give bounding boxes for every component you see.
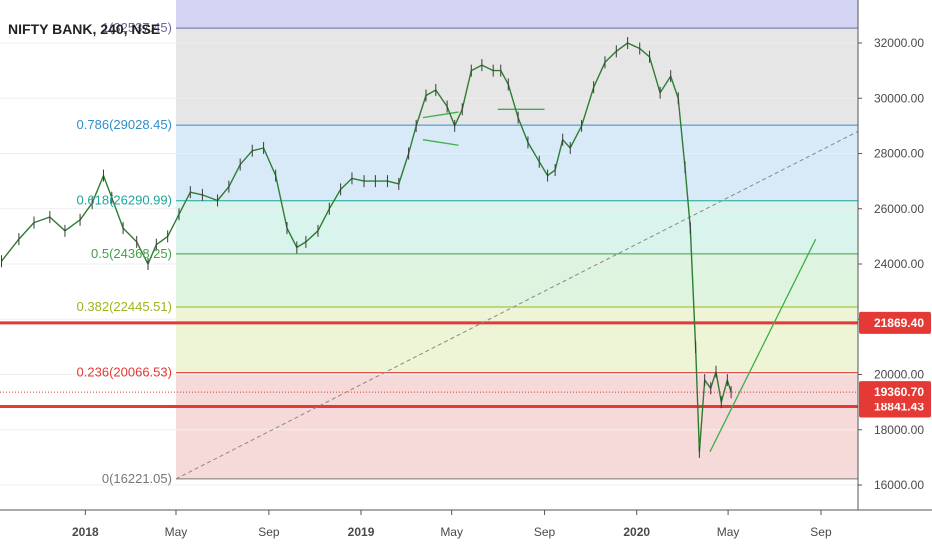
price-tick-label: 18000.00: [874, 423, 924, 437]
price-badge-label: 21869.40: [874, 316, 924, 330]
time-tick-label: 2018: [72, 525, 99, 539]
fib-level-label: 1(32537.45): [102, 20, 172, 35]
fib-band: [175, 200, 858, 254]
horizontal-levels: [0, 321, 858, 409]
fib-band: [175, 253, 858, 307]
price-tick-label: 20000.00: [874, 368, 924, 382]
trend-line: [709, 238, 817, 453]
fib-band: [175, 372, 858, 479]
trend-lines: [175, 108, 859, 480]
fib-band: [175, 125, 858, 201]
time-tick-label: May: [165, 525, 188, 539]
time-tick-label: Sep: [810, 525, 832, 539]
chart-title: NIFTY BANK, 240, NSE: [8, 21, 160, 37]
time-tick-label: Sep: [258, 525, 280, 539]
price-series: [0, 37, 732, 458]
time-tick-label: 2020: [623, 525, 650, 539]
price-tick-label: 24000.00: [874, 257, 924, 271]
price-tick-label: 30000.00: [874, 91, 924, 105]
price-badge-label: 19360.70: [874, 385, 924, 399]
trend-line: [175, 130, 859, 480]
fib-lines: [175, 27, 858, 480]
price-badge: [859, 381, 931, 404]
fib-level-label: 0(16221.05): [102, 471, 172, 486]
time-tick-label: May: [440, 525, 463, 539]
price-tick-label: 28000.00: [874, 147, 924, 161]
time-tick-label: 2019: [348, 525, 375, 539]
fib-level-label: 0.786(29028.45): [77, 117, 172, 132]
price-tick-label: 26000.00: [874, 202, 924, 216]
price-axis-bg: [858, 0, 932, 550]
time-tick-label: May: [717, 525, 740, 539]
price-tick-label: 32000.00: [874, 36, 924, 50]
time-axis-bg: [0, 510, 932, 550]
fib-level-label: 0.618(26290.99): [77, 193, 172, 208]
grid: [0, 42, 858, 486]
price-badge: [859, 311, 931, 334]
fib-bands: [175, 0, 858, 479]
fib-band: [175, 0, 858, 29]
fib-level-label: 0.5(24368.25): [91, 246, 172, 261]
time-axis: 2018 May Sep 2019 May Sep 2020 May Sep: [0, 509, 932, 550]
fib-level-label: 0.236(20066.53): [77, 365, 172, 380]
fib-labels: 1(32537.45) 0.786(29028.45) 0.618(26290.99…: [77, 20, 172, 486]
fib-band: [175, 306, 858, 373]
trend-line: [422, 139, 459, 146]
time-tick-label: Sep: [534, 525, 556, 539]
price-axis: 16000.0018000.0020000.0022000.0024000.00…: [857, 0, 932, 550]
price-tick-label: 16000.00: [874, 478, 924, 492]
trend-line: [422, 111, 459, 119]
fib-level-label: 0.382(22445.51): [77, 299, 172, 314]
